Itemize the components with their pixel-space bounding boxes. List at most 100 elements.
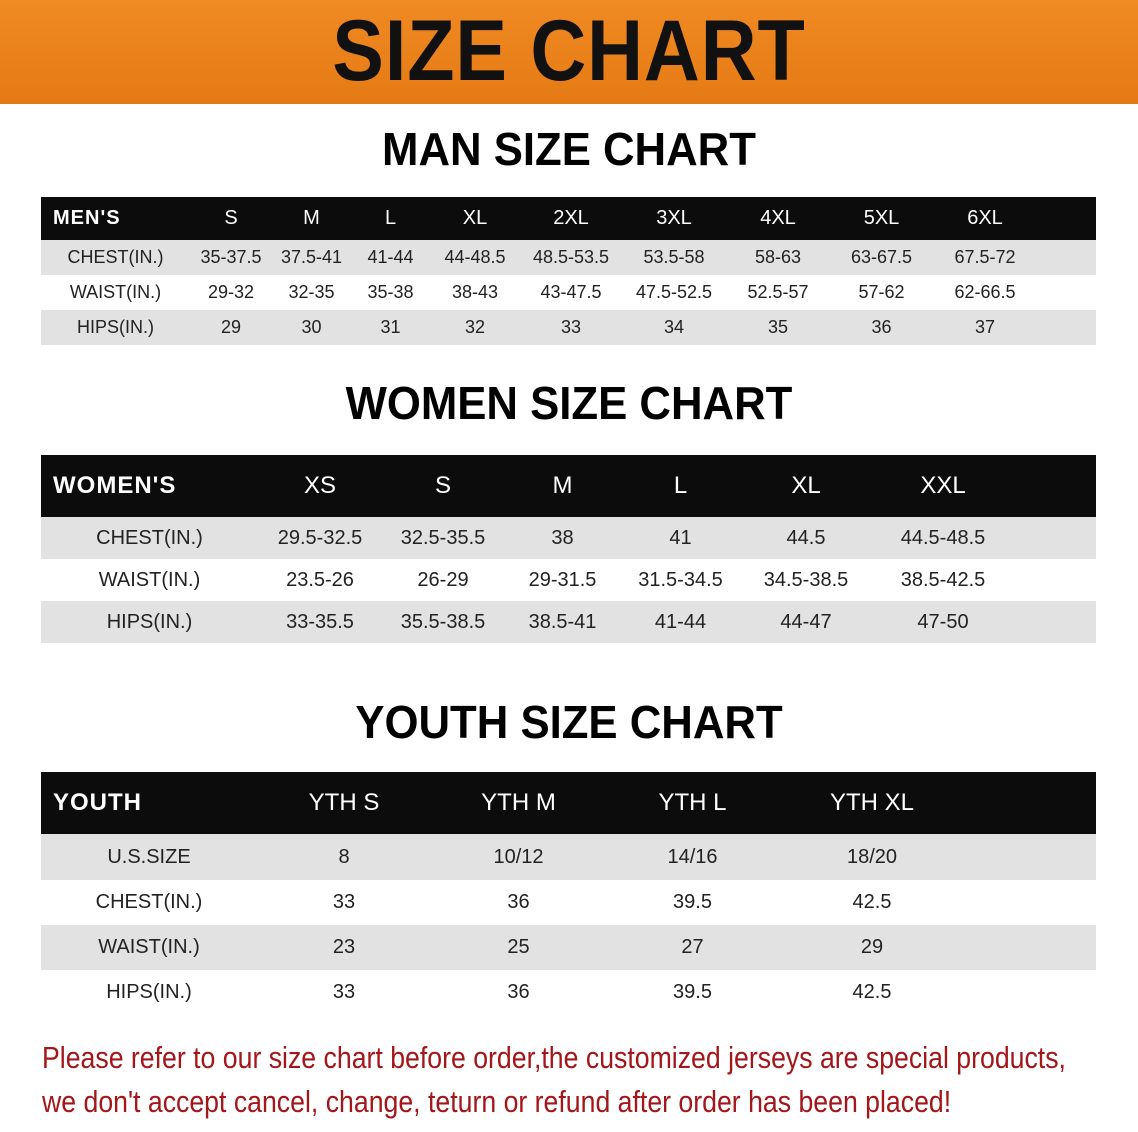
size-header: 5XL <box>830 197 933 240</box>
measurement-cell: 27 <box>606 925 779 970</box>
measurement-cell: 58-63 <box>726 240 830 275</box>
row-label: MEN'S <box>41 197 190 240</box>
table-row: WAIST(IN.) 29-32 32-35 35-38 38-43 43-47.5 47.… <box>41 275 1096 310</box>
empty-cell <box>965 834 1096 880</box>
header-banner: SIZE CHART <box>0 0 1138 104</box>
measurement-cell: 36 <box>431 880 606 925</box>
measurement-cell: 35-38 <box>351 275 430 310</box>
measurement-cell: 37.5-41 <box>272 240 351 275</box>
measurement-cell: 41-44 <box>351 240 430 275</box>
measurement-cell: 36 <box>830 310 933 345</box>
policy-note-line-2: we don't accept cancel, change, teturn o… <box>42 1084 952 1119</box>
size-header: 3XL <box>622 197 726 240</box>
size-header: YTH M <box>431 772 606 834</box>
table-header-row: WOMEN'S XS S M L XL XXL <box>41 455 1096 517</box>
row-label: WAIST(IN.) <box>41 275 190 310</box>
row-label: HIPS(IN.) <box>41 970 257 1015</box>
women-size-table: WOMEN'S XS S M L XL XXL CHEST(IN.) 29.5-32.5 32.5… <box>41 455 1096 643</box>
empty-cell <box>1014 517 1096 559</box>
measurement-cell: 42.5 <box>779 970 965 1015</box>
row-label: CHEST(IN.) <box>41 240 190 275</box>
measurement-cell: 33-35.5 <box>258 601 382 643</box>
row-label: WAIST(IN.) <box>41 559 258 601</box>
youth-size-table: YOUTH YTH S YTH M YTH L YTH XL U.S.SIZE 8 10/12… <box>41 772 1096 1015</box>
measurement-cell: 32.5-35.5 <box>382 517 504 559</box>
measurement-cell: 38.5-42.5 <box>872 559 1014 601</box>
measurement-cell: 29 <box>779 925 965 970</box>
row-label: HIPS(IN.) <box>41 601 258 643</box>
youth-section-title: YOUTH SIZE CHART <box>355 696 783 748</box>
table-row: CHEST(IN.) 35-37.5 37.5-41 41-44 44-48.5 48.5… <box>41 240 1096 275</box>
empty-cell <box>1037 275 1096 310</box>
row-label: WAIST(IN.) <box>41 925 257 970</box>
size-header: XL <box>430 197 520 240</box>
measurement-cell: 31 <box>351 310 430 345</box>
measurement-cell: 23 <box>257 925 431 970</box>
size-header: XXL <box>872 455 1014 517</box>
measurement-cell: 44-48.5 <box>430 240 520 275</box>
size-header: 6XL <box>933 197 1037 240</box>
policy-note-line-1: Please refer to our size chart before or… <box>42 1040 1066 1075</box>
table-row: WAIST(IN.) 23.5-26 26-29 29-31.5 31.5-34.5 34… <box>41 559 1096 601</box>
table-row: HIPS(IN.) 29 30 31 32 33 34 35 36 37 <box>41 310 1096 345</box>
measurement-cell: 29.5-32.5 <box>258 517 382 559</box>
measurement-cell: 10/12 <box>431 834 606 880</box>
measurement-cell: 35 <box>726 310 830 345</box>
empty-cell <box>965 772 1096 834</box>
measurement-cell: 38.5-41 <box>504 601 621 643</box>
empty-cell <box>1014 559 1096 601</box>
size-header: 2XL <box>520 197 622 240</box>
size-header: YTH XL <box>779 772 965 834</box>
measurement-cell: 23.5-26 <box>258 559 382 601</box>
measurement-cell: 41-44 <box>621 601 740 643</box>
empty-cell <box>965 880 1096 925</box>
row-label: WOMEN'S <box>41 455 258 517</box>
empty-cell <box>965 970 1096 1015</box>
policy-note: Please refer to our size chart before or… <box>42 1036 1066 1124</box>
table-row: HIPS(IN.) 33-35.5 35.5-38.5 38.5-41 41-44 44-… <box>41 601 1096 643</box>
measurement-cell: 52.5-57 <box>726 275 830 310</box>
measurement-cell: 32 <box>430 310 520 345</box>
size-header: YTH L <box>606 772 779 834</box>
measurement-cell: 44.5-48.5 <box>872 517 1014 559</box>
measurement-cell: 34.5-38.5 <box>740 559 872 601</box>
measurement-cell: 48.5-53.5 <box>520 240 622 275</box>
table-header-row: YOUTH YTH S YTH M YTH L YTH XL <box>41 772 1096 834</box>
measurement-cell: 35-37.5 <box>190 240 272 275</box>
empty-cell <box>1037 197 1096 240</box>
measurement-cell: 43-47.5 <box>520 275 622 310</box>
measurement-cell: 29-32 <box>190 275 272 310</box>
empty-cell <box>1037 240 1096 275</box>
measurement-cell: 33 <box>520 310 622 345</box>
measurement-cell: 44.5 <box>740 517 872 559</box>
measurement-cell: 57-62 <box>830 275 933 310</box>
size-header: 4XL <box>726 197 830 240</box>
measurement-cell: 33 <box>257 970 431 1015</box>
measurement-cell: 62-66.5 <box>933 275 1037 310</box>
measurement-cell: 44-47 <box>740 601 872 643</box>
row-label: CHEST(IN.) <box>41 517 258 559</box>
measurement-cell: 63-67.5 <box>830 240 933 275</box>
row-label: CHEST(IN.) <box>41 880 257 925</box>
table-header-row: MEN'S S M L XL 2XL 3XL 4XL 5XL 6XL <box>41 197 1096 240</box>
size-header: XL <box>740 455 872 517</box>
table-row: CHEST(IN.) 33 36 39.5 42.5 <box>41 880 1096 925</box>
size-header: S <box>190 197 272 240</box>
women-section-title: WOMEN SIZE CHART <box>345 377 793 429</box>
empty-cell <box>1014 455 1096 517</box>
size-header: S <box>382 455 504 517</box>
measurement-cell: 29 <box>190 310 272 345</box>
measurement-cell: 67.5-72 <box>933 240 1037 275</box>
measurement-cell: 41 <box>621 517 740 559</box>
measurement-cell: 47.5-52.5 <box>622 275 726 310</box>
table-row: HIPS(IN.) 33 36 39.5 42.5 <box>41 970 1096 1015</box>
measurement-cell: 39.5 <box>606 880 779 925</box>
measurement-cell: 26-29 <box>382 559 504 601</box>
measurement-cell: 36 <box>431 970 606 1015</box>
size-header: L <box>351 197 430 240</box>
measurement-cell: 34 <box>622 310 726 345</box>
measurement-cell: 37 <box>933 310 1037 345</box>
men-size-table: MEN'S S M L XL 2XL 3XL 4XL 5XL 6XL CHEST(IN.) 35-37… <box>41 197 1096 345</box>
empty-cell <box>1037 310 1096 345</box>
size-header: XS <box>258 455 382 517</box>
